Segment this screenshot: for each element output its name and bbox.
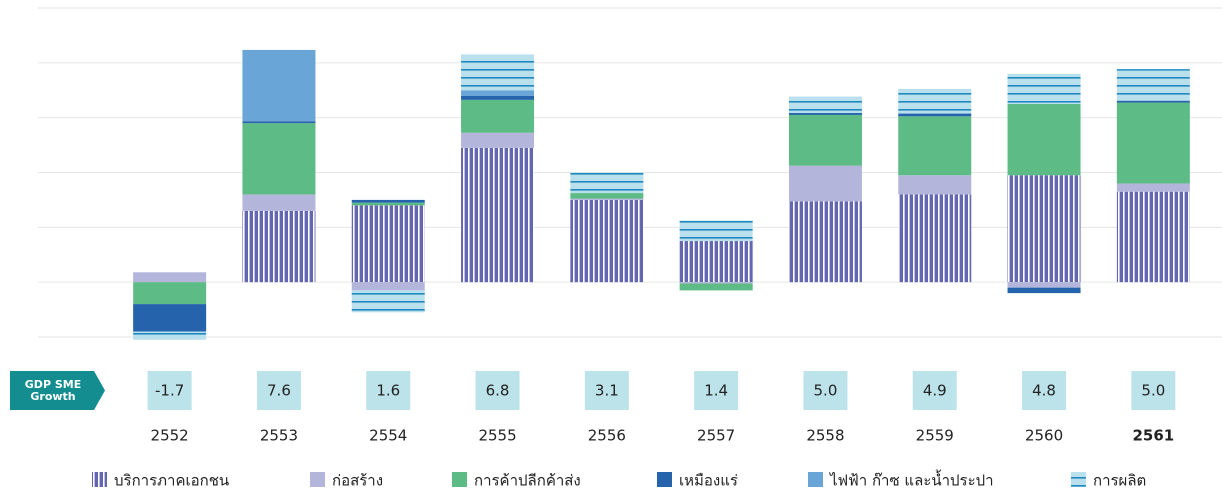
legend-swatch [310, 472, 325, 487]
x-tick-label: 2560 [1025, 427, 1063, 445]
bar-segment [788, 165, 862, 202]
growth-box [475, 371, 520, 410]
growth-box [694, 371, 739, 410]
bar-segment [788, 113, 862, 115]
bar-segment [242, 210, 316, 283]
bar-segment [242, 194, 316, 211]
growth-value: 4.8 [1032, 382, 1056, 400]
bar-segment [788, 96, 862, 114]
x-tick-label: 2557 [697, 427, 735, 445]
bar-segment [351, 205, 425, 283]
x-tick-label: 2561 [1132, 427, 1174, 445]
bar-segment [461, 147, 535, 283]
bar-segment [242, 49, 316, 122]
bar-segment [351, 202, 425, 206]
growth-value: 5.0 [814, 382, 838, 400]
x-tick-label: 2559 [916, 427, 954, 445]
bar-segment [133, 272, 207, 283]
bar-segment [1007, 73, 1081, 104]
bar-segment [898, 88, 972, 114]
x-tick-label: 2555 [478, 427, 516, 445]
bar-segment [570, 198, 644, 200]
growth-box [1131, 371, 1176, 410]
legend-label: เหมืองแร่ [679, 472, 738, 490]
bar-segment [351, 199, 425, 203]
legend-label: ไฟฟ้า ก๊าซ และน้ำประปา [829, 470, 994, 490]
bar-segment [788, 114, 862, 166]
bar-segment [461, 95, 535, 100]
growth-value: 7.6 [267, 382, 291, 400]
bar-segment [1116, 100, 1190, 103]
bar-segment [1007, 175, 1081, 283]
growth-value: 4.9 [923, 382, 947, 400]
bar-segment [461, 90, 535, 96]
bar-segment [1116, 191, 1190, 283]
bar-segment [570, 172, 644, 194]
bar-segment [1007, 287, 1081, 294]
bar-segment [1116, 102, 1190, 184]
x-tick-label: 2556 [588, 427, 626, 445]
legend-label: การผลิต [1093, 472, 1146, 490]
x-tick-label: 2553 [260, 427, 298, 445]
growth-value: 1.4 [704, 382, 728, 400]
x-tick-label: 2558 [806, 427, 844, 445]
legend-label: การค้าปลีกค้าส่ง [474, 472, 581, 490]
growth-box [256, 371, 301, 410]
growth-value: 6.8 [486, 382, 510, 400]
growth-value: -1.7 [155, 382, 184, 400]
growth-box [147, 371, 192, 410]
bar-segment [242, 121, 316, 124]
bar-segment [461, 54, 535, 91]
bar-segment [242, 123, 316, 195]
bar-segment [461, 99, 535, 133]
legend-swatch [657, 472, 672, 487]
bar-segment [1116, 69, 1190, 101]
bar-segment [898, 175, 972, 195]
bar-segment [788, 201, 862, 283]
growth-value: 3.1 [595, 382, 619, 400]
growth-box [803, 371, 848, 410]
bar-segment [570, 193, 644, 199]
growth-box [366, 371, 411, 410]
bar-segment [133, 331, 207, 340]
growth-label: GDP SME Growth [24, 377, 82, 403]
legend-swatch [808, 472, 823, 487]
bar-segment [351, 290, 425, 313]
bar-segment [679, 220, 753, 242]
bar-segment [1007, 103, 1081, 176]
legend-swatch [92, 472, 107, 487]
legend-label: ก่อสร้าง [332, 472, 383, 490]
growth-box [1022, 371, 1067, 410]
growth-value: 1.6 [376, 382, 400, 400]
bar-segment [679, 241, 753, 283]
growth-box [912, 371, 957, 410]
legend-swatch [452, 472, 467, 487]
bar-segment [898, 194, 972, 283]
bar-segment [570, 199, 644, 283]
bar-segment [679, 283, 753, 291]
legend-label: บริการภาคเอกชน [114, 472, 229, 490]
bar-segment [133, 282, 207, 305]
bar-segment [679, 282, 753, 284]
growth-box [584, 371, 629, 410]
legend-swatch [1071, 472, 1086, 487]
x-tick-label: 2552 [151, 427, 189, 445]
bar-segment [461, 132, 535, 148]
growth-badge [10, 371, 105, 410]
bar-segment [1007, 282, 1081, 288]
x-tick-label: 2554 [369, 427, 407, 445]
bar-segment [351, 282, 425, 291]
bar-segment [898, 113, 972, 117]
bar-segment [1116, 183, 1190, 192]
growth-value: 5.0 [1141, 382, 1165, 400]
bar-segment [898, 116, 972, 176]
bar-segment [133, 304, 207, 332]
